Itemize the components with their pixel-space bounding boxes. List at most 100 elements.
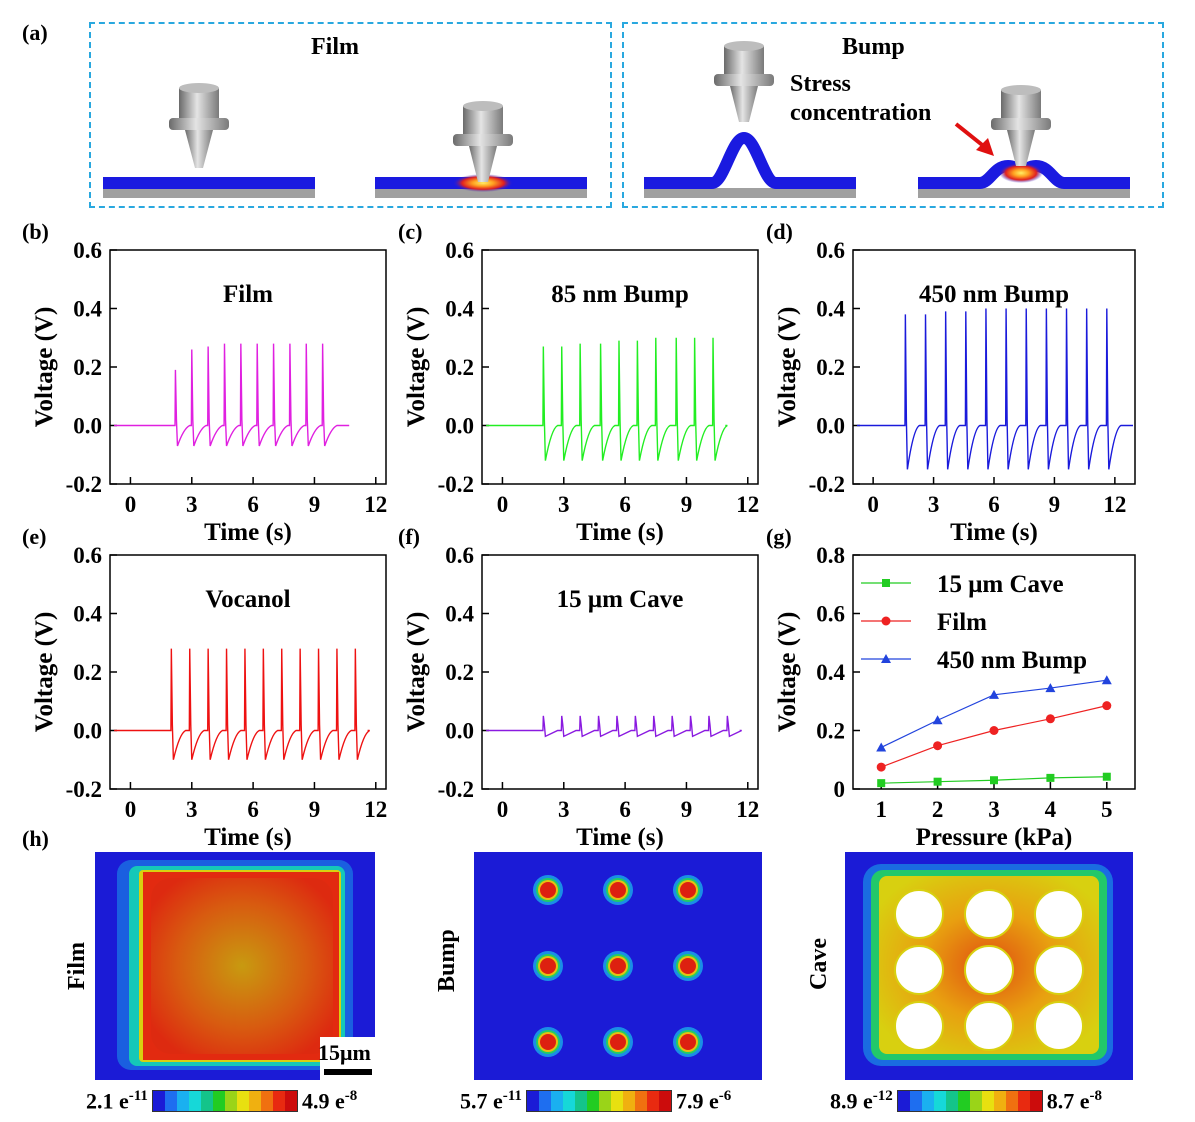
bump-hotspot [610, 882, 626, 898]
film-schematic-drawing [103, 83, 587, 198]
y-tick-label: -0.2 [438, 472, 474, 497]
x-tick-label: 9 [1049, 492, 1061, 517]
stress-hotspot [999, 163, 1043, 183]
x-tick-label: 0 [867, 492, 879, 517]
panel-a-label: (a) [22, 20, 48, 45]
data-point [877, 779, 886, 788]
indenter-icon [714, 41, 774, 122]
y-tick-label: 0.6 [445, 543, 474, 568]
colorbar-swatch [236, 1091, 249, 1112]
film-schematic-box: Film [89, 22, 612, 208]
colorbar-swatch [164, 1091, 177, 1112]
y-tick-label: 0.0 [816, 414, 845, 439]
colorbar-min-mantissa: 8.9 e [830, 1088, 873, 1114]
bump-schematic-drawing [644, 41, 1130, 198]
y-tick-label: 0.4 [445, 602, 474, 627]
panel-label: (e) [22, 524, 46, 549]
colorbar-max-exp: -8 [344, 1088, 358, 1104]
colorbar-swatch [562, 1091, 575, 1112]
panel-h-label: (h) [22, 826, 49, 851]
colorbar-swatch [622, 1091, 635, 1112]
colorbar-swatch [933, 1091, 946, 1112]
x-axis-label: Time (s) [204, 519, 292, 546]
data-point [933, 777, 942, 786]
colorbar-swatch [272, 1091, 285, 1112]
cave-heatmap [845, 852, 1133, 1080]
colorbar-min: 2.1 e-11 [86, 1088, 148, 1114]
x-axis-label: Pressure (kPa) [916, 824, 1073, 851]
y-axis-label: Voltage (V) [774, 612, 801, 733]
bump-hotspot [540, 1034, 556, 1050]
x-tick-label: 5 [1101, 797, 1113, 822]
chart-title: Film [223, 281, 273, 308]
colorbar-min: 8.9 e-12 [830, 1088, 893, 1114]
colorbar [525, 1090, 672, 1113]
x-axis-label: Time (s) [950, 519, 1038, 546]
data-point [989, 726, 999, 735]
colorbar-swatch [176, 1091, 189, 1112]
bump-hotspot [610, 958, 626, 974]
cave-hole [894, 1001, 944, 1051]
voltage-trace [114, 648, 371, 760]
x-tick-label: 3 [186, 492, 198, 517]
colorbar-swatch [634, 1091, 647, 1112]
colorbar-swatch [981, 1091, 994, 1112]
legend-label: Film [937, 609, 987, 636]
colorbar-max-exp: -8 [1089, 1088, 1103, 1104]
legend-marker [881, 616, 891, 626]
substrate [375, 188, 587, 198]
y-tick-label: 0.6 [73, 543, 102, 568]
x-tick-label: 3 [928, 492, 940, 517]
y-tick-label: 0.2 [73, 660, 102, 685]
voltage-trace [114, 343, 350, 447]
x-axis-label: Time (s) [576, 824, 664, 851]
x-axis-label: Time (s) [576, 519, 664, 546]
colorbar-min: 5.7 e-11 [460, 1088, 522, 1114]
colorbar-bump: 5.7 e-11 7.9 e-6 [460, 1088, 731, 1114]
chart-e [109, 554, 387, 790]
y-tick-label: 0.2 [445, 355, 474, 380]
film-schematic-title: Film [311, 34, 359, 60]
y-tick-label: 0.4 [816, 297, 845, 322]
colorbar-swatch [526, 1091, 539, 1112]
chart-f [481, 554, 759, 790]
y-tick-label: 0.4 [816, 660, 845, 685]
x-tick-label: 9 [309, 492, 321, 517]
x-tick-label: 4 [1045, 797, 1057, 822]
cave-hole [1034, 1001, 1084, 1051]
bump-hotspot [680, 882, 696, 898]
x-tick-label: 9 [681, 797, 693, 822]
x-tick-label: 6 [247, 797, 259, 822]
colorbar-swatch [200, 1091, 213, 1112]
y-tick-label: 0.0 [73, 719, 102, 744]
y-tick-label: 0.0 [445, 414, 474, 439]
x-tick-label: 6 [988, 492, 1000, 517]
data-point [1045, 714, 1055, 724]
x-tick-label: 9 [681, 492, 693, 517]
x-tick-label: 2 [932, 797, 944, 822]
panel-label: (d) [766, 219, 793, 244]
y-tick-label: 0 [834, 777, 846, 802]
data-point [932, 715, 943, 725]
y-axis-label: Voltage (V) [31, 612, 58, 733]
data-point [1045, 683, 1056, 693]
x-tick-label: 3 [988, 797, 1000, 822]
y-tick-label: 0.2 [73, 355, 102, 380]
legend-marker [881, 654, 891, 663]
series-line [880, 705, 1107, 768]
data-point [933, 741, 943, 751]
y-tick-label: 0.0 [73, 414, 102, 439]
y-tick-label: -0.2 [66, 472, 102, 497]
colorbar [896, 1090, 1043, 1113]
colorbar-max-mantissa: 4.9 e [301, 1088, 345, 1114]
data-point [989, 689, 999, 699]
colorbar-swatch [993, 1091, 1006, 1112]
y-tick-label: -0.2 [438, 777, 474, 802]
x-tick-label: 9 [309, 797, 321, 822]
bump-hotspot [540, 882, 556, 898]
colorbar-max-mantissa: 7.9 e [675, 1088, 719, 1114]
x-tick-label: 12 [736, 797, 759, 822]
panel-label: (g) [766, 524, 792, 549]
cave-hole [964, 1001, 1014, 1051]
y-tick-label: 0.6 [816, 238, 845, 263]
